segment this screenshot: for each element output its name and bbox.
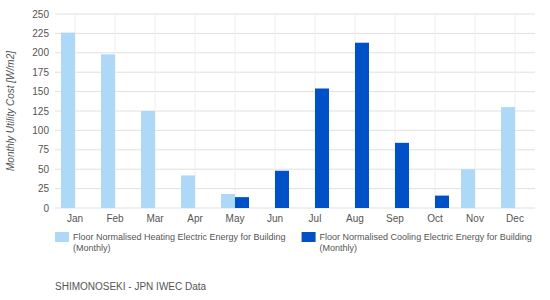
x-tick-label: Sep xyxy=(386,213,404,224)
legend: Floor Normalised Heating Electric Energy… xyxy=(55,232,532,253)
legend-label-line: Floor Normalised Heating Electric Energy… xyxy=(73,232,286,242)
bar xyxy=(435,196,449,208)
y-tick-label: 150 xyxy=(32,86,49,97)
x-axis: Jan Feb Mar Apr May Jun Jul Aug Sep Oct Nov Dec xyxy=(67,213,524,224)
x-tick-label: Jun xyxy=(267,213,283,224)
x-tick-label: Jan xyxy=(67,213,83,224)
bar xyxy=(101,54,115,208)
bar xyxy=(195,208,209,209)
bar xyxy=(421,208,435,209)
grid-line xyxy=(55,130,535,131)
y-tick-label: 25 xyxy=(38,183,50,194)
legend-entry: Floor Normalised Cooling Electric Energy… xyxy=(302,232,532,253)
y-tick-label: 225 xyxy=(32,28,49,39)
y-tick-label: 0 xyxy=(43,203,49,214)
y-tick-label: 50 xyxy=(38,164,50,175)
x-tick-label: Aug xyxy=(346,213,364,224)
y-tick-label: 200 xyxy=(32,47,49,58)
grid-line xyxy=(55,149,535,150)
bar xyxy=(475,208,489,209)
grid-line xyxy=(235,14,236,208)
x-tick-label: Apr xyxy=(187,213,203,224)
x-tick-label: May xyxy=(226,213,245,224)
bar xyxy=(301,208,315,209)
bar xyxy=(275,171,289,208)
bar xyxy=(115,208,129,209)
plot-area xyxy=(55,14,535,208)
grid-line xyxy=(55,111,535,112)
bar xyxy=(181,175,195,208)
y-axis-label: Monthly Utility Cost [W/m2] xyxy=(5,51,16,171)
bar xyxy=(141,111,155,208)
y-tick-label: 75 xyxy=(38,144,50,155)
x-tick-label: Dec xyxy=(506,213,524,224)
legend-entry: Floor Normalised Heating Electric Energy… xyxy=(55,232,286,253)
grid xyxy=(55,14,535,208)
legend-label: Floor Normalised Cooling Electric Energy… xyxy=(320,232,532,253)
legend-label-line: Floor Normalised Cooling Electric Energy… xyxy=(320,232,532,242)
bar xyxy=(61,33,75,208)
grid-line xyxy=(55,72,535,73)
bar xyxy=(381,208,395,209)
y-axis: 0 25 50 75 100 125 150 175 200 225 250 xyxy=(32,9,49,214)
bars xyxy=(61,33,515,208)
bar xyxy=(341,208,355,209)
y-tick-label: 125 xyxy=(32,106,49,117)
bar xyxy=(501,107,515,208)
grid-line xyxy=(55,33,535,34)
bar xyxy=(461,169,475,208)
bar xyxy=(395,143,409,208)
legend-label-line: (Monthly) xyxy=(73,243,111,253)
y-tick-label: 250 xyxy=(32,9,49,20)
bar xyxy=(315,88,329,208)
legend-swatch xyxy=(302,232,316,242)
bar xyxy=(261,208,275,209)
y-tick-label: 175 xyxy=(32,67,49,78)
bar xyxy=(221,194,235,208)
grid-line xyxy=(55,52,535,53)
x-tick-label: Nov xyxy=(466,213,484,224)
grid-line xyxy=(55,91,535,92)
x-tick-label: Jul xyxy=(309,213,322,224)
bar xyxy=(75,208,89,209)
bar xyxy=(155,208,169,209)
legend-label-line: (Monthly) xyxy=(320,243,358,253)
grid-line xyxy=(435,14,436,208)
bar xyxy=(515,208,529,209)
chart: 0 25 50 75 100 125 150 175 200 225 250 Monthly Util… xyxy=(0,0,550,300)
legend-label: Floor Normalised Heating Electric Energy… xyxy=(73,232,286,253)
grid-line xyxy=(55,14,535,15)
y-tick-label: 100 xyxy=(32,125,49,136)
x-tick-label: Mar xyxy=(146,213,164,224)
legend-swatch xyxy=(55,232,69,242)
x-tick-label: Oct xyxy=(427,213,443,224)
footnote: SHIMONOSEKI - JPN IWEC Data xyxy=(55,281,207,292)
bar xyxy=(355,43,369,208)
x-tick-label: Feb xyxy=(106,213,124,224)
bar xyxy=(235,197,249,208)
